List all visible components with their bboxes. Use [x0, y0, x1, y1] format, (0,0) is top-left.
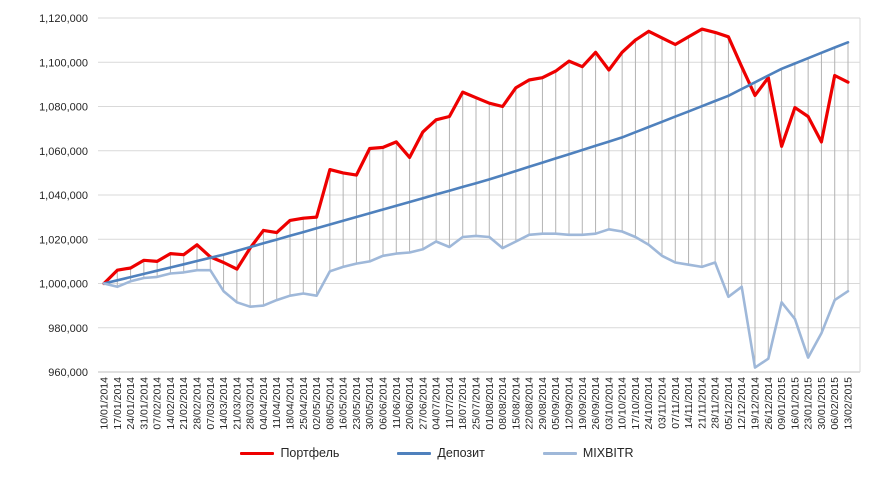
x-tick-label: 12/12/2014: [736, 377, 748, 430]
x-tick-label: 13/02/2015: [843, 377, 855, 430]
x-tick-label: 03/11/2014: [657, 377, 669, 429]
x-tick-label: 26/12/2014: [763, 377, 775, 430]
x-tick-label: 10/01/2014: [99, 377, 111, 430]
y-tick-label: 980,000: [48, 323, 88, 335]
legend-line-sample-mixbitr: [542, 451, 577, 455]
legend-item-mixbitr[interactable]: MIXBITR: [542, 446, 634, 460]
legend-label-portfolio: Портфель: [280, 446, 340, 460]
x-tick-label: 25/04/2014: [298, 377, 310, 430]
x-tick-label: 26/09/2014: [590, 377, 602, 430]
x-tick-label: 03/10/2014: [603, 377, 615, 430]
x-tick-label: 11/06/2014: [391, 377, 403, 429]
x-tick-label: 07/03/2014: [205, 377, 217, 430]
x-tick-label: 25/07/2014: [471, 377, 483, 430]
x-tick-label: 21/03/2014: [231, 377, 243, 430]
x-tick-label: 21/11/2014: [696, 377, 708, 429]
x-tick-label: 14/02/2014: [165, 377, 177, 430]
x-tick-label: 18/04/2014: [285, 377, 297, 430]
series-line-MIXBITR[interactable]: [102, 228, 850, 369]
legend-label-deposit: Депозит: [437, 446, 485, 460]
x-tick-label: 23/05/2014: [351, 377, 363, 430]
x-tick-label: 21/02/2014: [178, 377, 190, 430]
y-tick-label: 1,060,000: [39, 146, 88, 158]
x-tick-label: 17/01/2014: [112, 377, 124, 430]
x-tick-label: 07/02/2014: [152, 377, 164, 430]
x-tick-label: 09/01/2015: [776, 377, 788, 430]
x-tick-label: 19/12/2014: [750, 377, 762, 430]
x-tick-label: 22/08/2014: [524, 377, 536, 430]
legend-item-portfolio[interactable]: Портфель: [240, 446, 339, 460]
x-tick-label: 10/10/2014: [617, 377, 629, 430]
legend-item-deposit[interactable]: Депозит: [397, 446, 485, 460]
x-tick-label: 11/04/2014: [271, 377, 283, 429]
x-tick-label: 02/05/2014: [311, 377, 323, 430]
x-tick-label: 11/07/2014: [444, 377, 456, 429]
x-tick-label: 06/06/2014: [378, 377, 390, 430]
x-tick-label: 31/01/2014: [138, 377, 150, 430]
x-axis-labels: 10/01/2014 17/01/2014 24/01/2014 31/01/2014…: [99, 377, 855, 430]
series-line-Портфель[interactable]: [102, 27, 850, 286]
x-tick-label: 24/10/2014: [643, 377, 655, 430]
x-tick-label: 19/09/2014: [577, 377, 589, 430]
y-tick-label: 960,000: [48, 367, 88, 379]
high-low-lines: [116, 29, 849, 368]
legend-line-sample-deposit: [397, 451, 432, 455]
x-tick-label: 17/10/2014: [630, 377, 642, 430]
x-tick-label: 28/11/2014: [710, 377, 722, 429]
x-tick-label: 28/03/2014: [245, 377, 257, 430]
x-tick-label: 23/01/2015: [803, 377, 815, 430]
x-tick-label: 30/01/2015: [816, 377, 828, 430]
x-tick-label: 27/06/2014: [417, 377, 429, 430]
x-tick-label: 08/08/2014: [497, 377, 509, 430]
legend-line-sample-portfolio: [240, 451, 275, 455]
y-tick-label: 1,120,000: [39, 13, 88, 25]
x-tick-label: 06/02/2015: [829, 377, 841, 430]
chart-legend: Портфель Депозит MIXBITR: [0, 446, 874, 460]
y-axis-labels: 1,120,000 1,100,000 1,080,000 1,060,000 1,04…: [39, 13, 88, 379]
x-tick-label: 24/01/2014: [125, 377, 137, 430]
legend-label-mixbitr: MIXBITR: [582, 446, 634, 460]
x-tick-label: 01/08/2014: [484, 377, 496, 430]
x-tick-label: 16/01/2015: [789, 377, 801, 430]
y-tick-label: 1,100,000: [39, 57, 88, 69]
x-tick-label: 30/05/2014: [364, 377, 376, 430]
x-tick-label: 05/09/2014: [550, 377, 562, 430]
gridlines: [98, 17, 860, 373]
y-tick-label: 1,000,000: [39, 279, 88, 291]
series-line-Депозит[interactable]: [102, 40, 850, 285]
x-tick-label: 04/04/2014: [258, 377, 270, 430]
x-tick-label: 05/12/2014: [723, 377, 735, 430]
y-tick-label: 1,020,000: [39, 234, 88, 246]
x-tick-label: 08/05/2014: [324, 377, 336, 430]
x-tick-label: 15/08/2014: [510, 377, 522, 430]
x-tick-label: 14/03/2014: [218, 377, 230, 430]
x-tick-label: 18/07/2014: [457, 377, 469, 430]
x-tick-label: 14/11/2014: [683, 377, 695, 429]
y-tick-label: 1,080,000: [39, 102, 88, 114]
x-tick-label: 20/06/2014: [404, 377, 416, 430]
x-tick-label: 07/11/2014: [670, 377, 682, 429]
y-tick-label: 1,040,000: [39, 190, 88, 202]
x-tick-label: 29/08/2014: [537, 377, 549, 430]
x-tick-label: 16/05/2014: [338, 377, 350, 430]
x-tick-label: 12/09/2014: [564, 377, 576, 430]
x-tick-label: 28/02/2014: [192, 377, 204, 430]
x-tick-label: 04/07/2014: [431, 377, 443, 430]
